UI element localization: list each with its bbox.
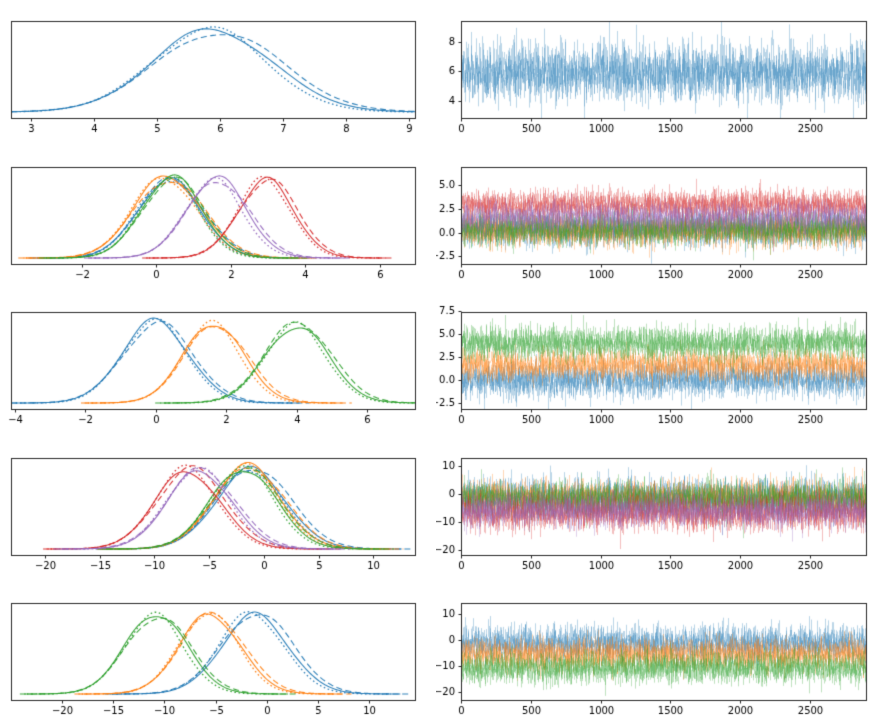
row-beta-country: beta_country beta_country bbox=[0, 582, 872, 728]
row-intercept: intercept intercept bbox=[0, 0, 872, 146]
trace-canvas-alpha-product bbox=[436, 146, 872, 292]
kde-panel-intercept: intercept bbox=[0, 0, 436, 146]
kde-panel-beta-country: beta_country bbox=[0, 582, 436, 728]
trace-panel-intercept: intercept bbox=[436, 0, 872, 146]
kde-panel-alpha-country: alpha_country bbox=[0, 291, 436, 437]
trace-canvas-beta-country bbox=[436, 582, 872, 728]
trace-canvas-beta-product bbox=[436, 437, 872, 583]
kde-canvas-beta-product bbox=[0, 437, 436, 583]
trace-panel-alpha-country: alpha_country bbox=[436, 291, 872, 437]
trace-canvas-intercept bbox=[436, 0, 872, 146]
kde-canvas-beta-country bbox=[0, 582, 436, 728]
trace-panel-beta-product: beta_product bbox=[436, 437, 872, 583]
kde-canvas-intercept bbox=[0, 0, 436, 146]
trace-panel-alpha-product: alpha_product bbox=[436, 146, 872, 292]
row-beta-product: beta_product beta_product bbox=[0, 437, 872, 583]
row-alpha-product: alpha_product alpha_product bbox=[0, 146, 872, 292]
trace-panel-beta-country: beta_country bbox=[436, 582, 872, 728]
kde-canvas-alpha-product bbox=[0, 146, 436, 292]
kde-canvas-alpha-country bbox=[0, 291, 436, 437]
trace-canvas-alpha-country bbox=[436, 291, 872, 437]
kde-panel-alpha-product: alpha_product bbox=[0, 146, 436, 292]
kde-panel-beta-product: beta_product bbox=[0, 437, 436, 583]
row-alpha-country: alpha_country alpha_country bbox=[0, 291, 872, 437]
